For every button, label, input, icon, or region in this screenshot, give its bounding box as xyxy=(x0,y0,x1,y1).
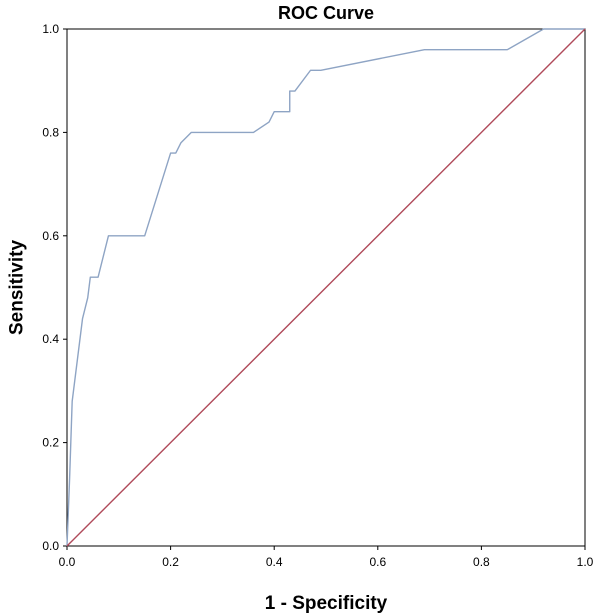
y-tick-label: 0.2 xyxy=(42,436,59,450)
chart-title: ROC Curve xyxy=(278,3,374,23)
y-tick-label: 0.0 xyxy=(42,539,59,553)
x-tick-label: 0.2 xyxy=(162,555,179,569)
y-axis-title: Sensitivity xyxy=(7,240,28,335)
x-tick-label: 1.0 xyxy=(577,555,594,569)
series-layer xyxy=(66,28,586,547)
x-axis-title: 1 - Specificity xyxy=(265,593,388,614)
y-tick-label: 0.4 xyxy=(42,332,59,346)
roc-curve-line xyxy=(66,28,585,547)
y-axis-ticks: 0.0 0.2 0.4 0.6 0.8 1.0 xyxy=(42,22,67,553)
y-tick-label: 1.0 xyxy=(42,22,59,36)
reference-diagonal-line xyxy=(66,28,586,547)
y-tick-label: 0.6 xyxy=(42,229,59,243)
x-tick-label: 0.6 xyxy=(369,555,386,569)
x-tick-label: 0.4 xyxy=(266,555,283,569)
x-tick-label: 0.8 xyxy=(473,555,490,569)
x-axis-ticks: 0.0 0.2 0.4 0.6 0.8 1.0 xyxy=(59,546,594,569)
x-tick-label: 0.0 xyxy=(59,555,76,569)
y-tick-label: 0.8 xyxy=(42,125,59,139)
